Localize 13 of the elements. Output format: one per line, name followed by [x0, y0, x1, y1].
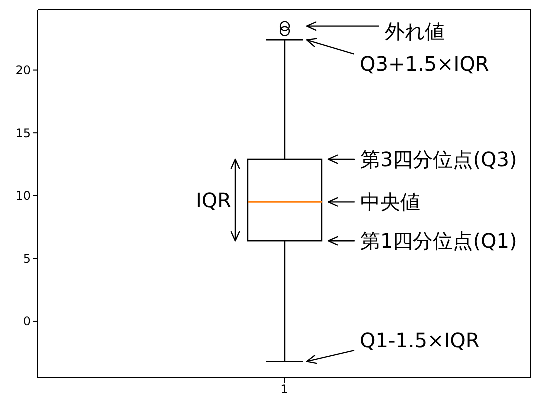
annotation: 第3四分位点(Q3)	[360, 147, 518, 172]
x-tick-label: 1	[280, 382, 288, 397]
annotation: 第1四分位点(Q1)	[360, 229, 518, 254]
y-tick-label: 20	[16, 64, 31, 78]
y-tick-label: 5	[23, 252, 31, 266]
annotation: 外れ値	[385, 19, 445, 44]
annotation: IQR	[196, 188, 232, 212]
y-tick-label: 10	[16, 189, 31, 204]
y-tick-label: 15	[16, 126, 31, 140]
annotation: Q1-1.5×IQR	[360, 328, 480, 353]
annotation: Q3+1.5×IQR	[360, 52, 490, 76]
annotation: 中央値	[360, 190, 420, 214]
y-tick-label: 0	[23, 314, 31, 329]
